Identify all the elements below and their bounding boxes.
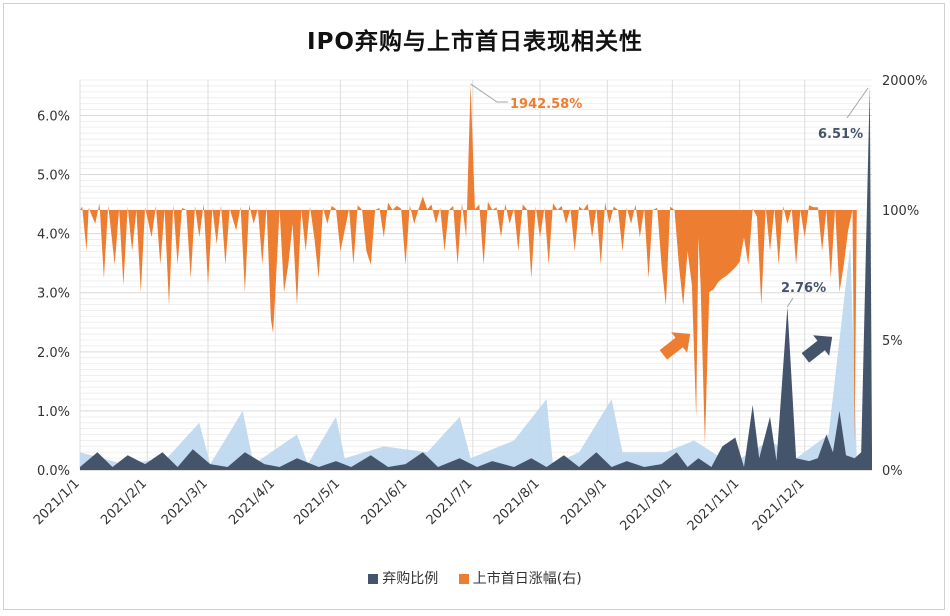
legend-item-abandon: 弃购比例	[368, 568, 438, 588]
x-tick-label: 2021/3/1	[159, 476, 211, 528]
legend-item-firstday: 上市首日涨幅(右)	[458, 568, 582, 588]
annotation-abandon-2-76: 2.76%	[781, 281, 826, 296]
y-right-tick-label: 0%	[882, 464, 903, 479]
legend: 弃购比例 上市首日涨幅(右)	[0, 568, 950, 588]
y-left-tick-label: 5.0%	[37, 169, 70, 184]
x-tick-label: 2021/12/1	[750, 476, 808, 534]
y-left-tick-label: 4.0%	[37, 228, 70, 243]
annotation-abandon-6-51: 6.51%	[818, 127, 863, 142]
x-tick-label: 2021/8/1	[491, 476, 543, 528]
annotation-leader-2-76	[786, 297, 794, 308]
y-right-tick-label: 100%	[882, 204, 919, 219]
annotation-leader-6-51	[846, 87, 869, 119]
legend-swatch-firstday	[458, 574, 469, 584]
y-right-tick-label: 2000%	[882, 74, 927, 89]
y-left-tick-label: 3.0%	[37, 287, 70, 302]
series-abandon-area	[80, 85, 872, 471]
x-tick-label: 2021/5/1	[291, 476, 343, 528]
y-right-tick-label: 5%	[882, 334, 903, 349]
series-firstday-area	[80, 83, 857, 445]
x-tick-label: 2021/10/1	[617, 476, 675, 534]
orange-arrow-icon	[659, 332, 691, 360]
y-left-tick-label: 1.0%	[37, 405, 70, 420]
orange-arrow-icon-shape	[659, 332, 691, 360]
chart-title: IPO弃购与上市首日表现相关性	[307, 29, 643, 55]
annotation-peak-firstday: 1942.58%	[510, 97, 582, 112]
y-left-tick-label: 0.0%	[37, 464, 70, 479]
y-left-tick-label: 6.0%	[37, 109, 70, 124]
legend-label-abandon: 弃购比例	[382, 571, 439, 587]
x-tick-label: 2021/7/1	[424, 476, 476, 528]
x-tick-label: 2021/4/1	[226, 476, 278, 528]
navy-arrow-icon-shape	[801, 335, 833, 363]
legend-swatch-abandon	[368, 574, 379, 584]
navy-arrow-icon	[801, 335, 833, 363]
x-tick-label: 2021/11/1	[685, 476, 743, 534]
legend-label-firstday: 上市首日涨幅(右)	[472, 571, 582, 587]
x-tick-label: 2021/1/1	[31, 476, 83, 528]
x-tick-label: 2021/2/1	[98, 476, 150, 528]
x-tick-label: 2021/9/1	[558, 476, 610, 528]
x-tick-label: 2021/6/1	[359, 476, 411, 528]
y-left-tick-label: 2.0%	[37, 346, 70, 361]
annotation-leader-peak	[470, 83, 508, 103]
